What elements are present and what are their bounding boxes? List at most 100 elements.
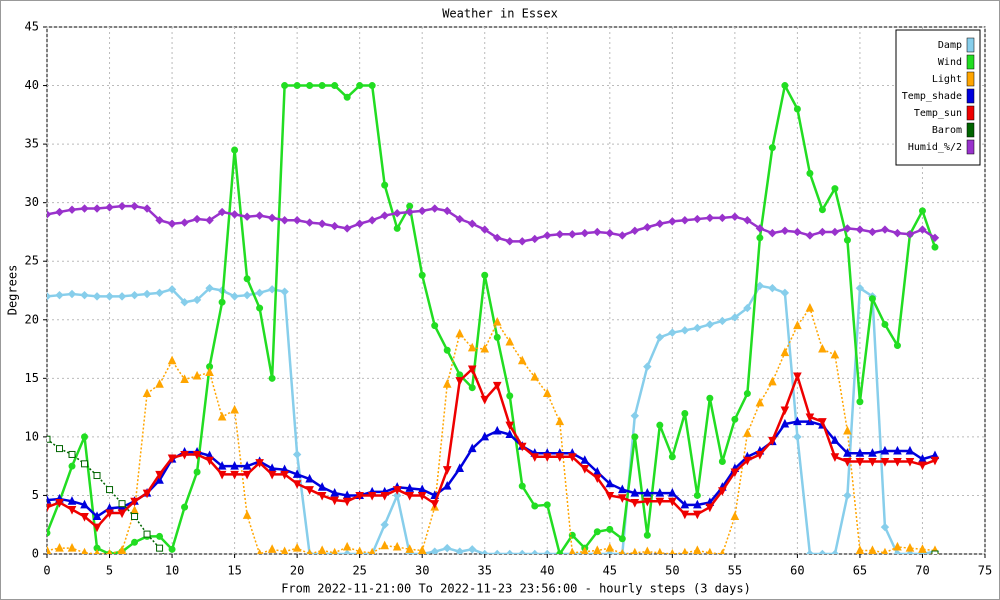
point bbox=[142, 489, 152, 499]
point bbox=[581, 546, 589, 554]
point bbox=[567, 453, 577, 462]
point bbox=[217, 461, 227, 470]
point bbox=[768, 228, 777, 238]
point bbox=[855, 457, 865, 467]
point bbox=[317, 482, 327, 491]
point bbox=[830, 549, 840, 554]
point bbox=[631, 433, 639, 441]
point bbox=[242, 290, 252, 300]
point bbox=[230, 404, 239, 414]
point bbox=[317, 545, 327, 554]
point bbox=[180, 298, 189, 307]
point bbox=[518, 237, 527, 246]
point bbox=[918, 207, 926, 215]
point bbox=[656, 421, 664, 429]
point bbox=[67, 496, 77, 505]
point bbox=[55, 207, 64, 217]
point bbox=[718, 487, 727, 496]
y-tick-label: 45 bbox=[25, 20, 39, 34]
point bbox=[105, 292, 114, 301]
point bbox=[281, 82, 289, 90]
point bbox=[505, 336, 515, 346]
x-tick-label: 35 bbox=[478, 564, 492, 578]
point bbox=[155, 470, 164, 480]
point bbox=[843, 457, 852, 467]
point bbox=[280, 216, 289, 225]
point bbox=[643, 362, 652, 371]
point bbox=[256, 304, 264, 312]
point bbox=[81, 433, 89, 441]
point bbox=[480, 343, 490, 353]
y-tick-label: 20 bbox=[25, 312, 39, 326]
x-tick-label: 10 bbox=[165, 564, 179, 578]
point bbox=[80, 204, 89, 213]
point bbox=[630, 411, 640, 421]
point bbox=[668, 328, 677, 337]
point bbox=[918, 461, 927, 471]
point bbox=[467, 443, 477, 453]
point bbox=[93, 472, 101, 480]
point bbox=[668, 487, 677, 497]
x-tick-label: 40 bbox=[540, 564, 554, 578]
point bbox=[818, 418, 827, 427]
point bbox=[592, 545, 602, 554]
point bbox=[267, 544, 277, 553]
point bbox=[768, 376, 777, 386]
point bbox=[130, 290, 139, 300]
point bbox=[231, 146, 239, 154]
point bbox=[605, 543, 615, 552]
point bbox=[280, 287, 289, 296]
point bbox=[267, 213, 277, 223]
point bbox=[405, 491, 415, 501]
point bbox=[168, 545, 176, 553]
point bbox=[618, 535, 626, 543]
point bbox=[893, 228, 902, 238]
point bbox=[617, 484, 627, 494]
point bbox=[780, 226, 790, 235]
point bbox=[868, 457, 877, 467]
point bbox=[881, 547, 889, 554]
point bbox=[405, 483, 415, 492]
point bbox=[217, 207, 227, 217]
point bbox=[392, 541, 402, 551]
x-tick-label: 20 bbox=[290, 564, 304, 578]
point bbox=[893, 549, 902, 554]
point bbox=[693, 545, 702, 554]
point bbox=[718, 316, 727, 326]
point bbox=[217, 411, 227, 421]
point bbox=[67, 289, 77, 299]
point bbox=[155, 216, 164, 225]
point bbox=[343, 93, 351, 101]
point bbox=[493, 233, 502, 243]
point bbox=[342, 497, 352, 507]
point bbox=[743, 456, 752, 466]
point bbox=[318, 82, 326, 90]
point bbox=[192, 450, 202, 460]
point bbox=[793, 432, 802, 442]
point bbox=[930, 233, 940, 243]
point bbox=[80, 499, 89, 509]
point bbox=[167, 454, 177, 464]
point bbox=[605, 228, 615, 238]
point bbox=[442, 480, 452, 490]
point bbox=[580, 228, 589, 238]
x-tick-label: 75 bbox=[978, 564, 992, 578]
point bbox=[880, 445, 890, 455]
point bbox=[331, 82, 339, 90]
point bbox=[430, 204, 439, 213]
legend-label: Damp bbox=[938, 40, 962, 51]
point bbox=[481, 271, 489, 279]
point bbox=[592, 474, 602, 483]
point bbox=[517, 355, 527, 365]
point bbox=[680, 510, 690, 520]
point bbox=[330, 496, 339, 506]
point bbox=[94, 548, 100, 554]
point bbox=[342, 549, 352, 554]
x-tick-label: 25 bbox=[352, 564, 366, 578]
point bbox=[655, 487, 665, 497]
point bbox=[680, 499, 690, 509]
point bbox=[793, 105, 801, 113]
point bbox=[743, 303, 752, 313]
point bbox=[106, 486, 114, 494]
point bbox=[843, 425, 852, 435]
